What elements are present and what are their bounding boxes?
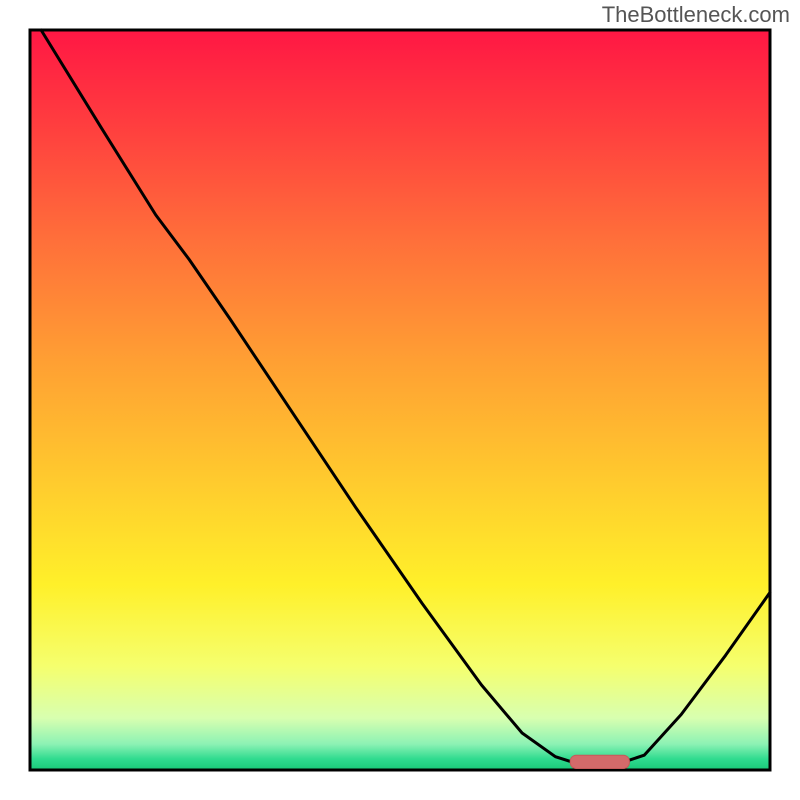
chart-container: TheBottleneck.com (0, 0, 800, 800)
gradient-background (30, 30, 770, 770)
bottleneck-curve-plot (0, 0, 800, 800)
optimal-range-marker (570, 755, 629, 768)
